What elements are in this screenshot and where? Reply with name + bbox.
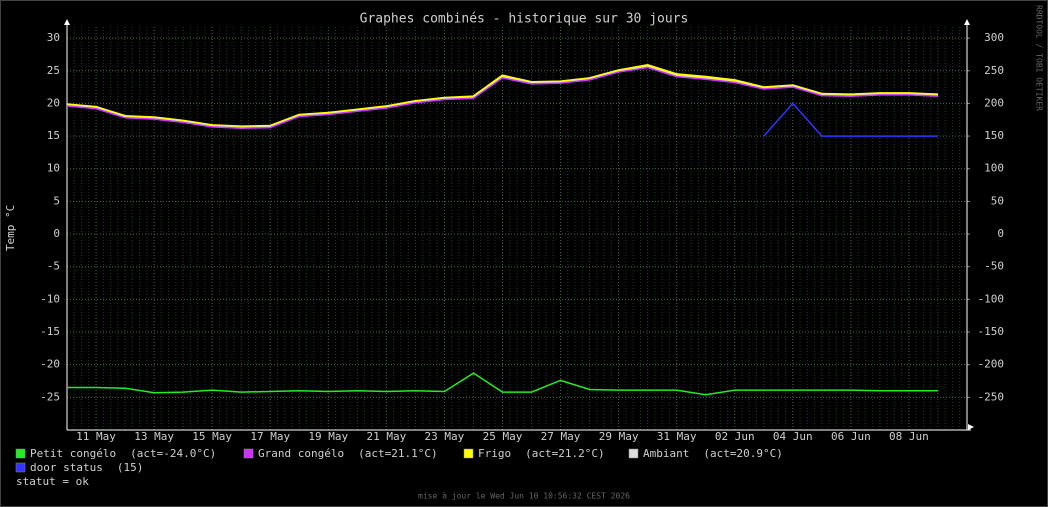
y2-tick-label: 250 xyxy=(984,64,1004,77)
series xyxy=(763,102,938,137)
y2-tick-label: 150 xyxy=(984,129,1004,142)
y2-tick-label: 50 xyxy=(991,194,1004,207)
series xyxy=(67,372,938,396)
y-tick-label: -20 xyxy=(40,358,60,371)
legend-label: Frigo xyxy=(478,447,511,460)
y2-tick-label: 200 xyxy=(984,96,1004,109)
legend-note: (act=20.9°C) xyxy=(703,447,782,460)
x-tick-label: 19 May xyxy=(308,430,348,443)
side-text: RRDTOOL / TOBI OETIKER xyxy=(1035,5,1044,111)
y-tick-label: -25 xyxy=(40,390,60,403)
legend-swatch xyxy=(243,448,254,459)
x-tick-label: 21 May xyxy=(366,430,406,443)
line xyxy=(67,372,938,396)
x-tick-label: 08 Jun xyxy=(889,430,929,443)
y-tick-label: -15 xyxy=(40,325,60,338)
y-tick-label: -5 xyxy=(47,260,60,273)
legend-label: Petit congélo xyxy=(30,447,116,460)
x-tick-label: 23 May xyxy=(425,430,465,443)
y-tick-label: 25 xyxy=(47,64,60,77)
line xyxy=(66,66,939,129)
y2-tick-label: -250 xyxy=(978,390,1005,403)
legend-note: (15) xyxy=(117,461,144,474)
legend-note: (act=-24.0°C) xyxy=(130,447,216,460)
x-tick-label: 17 May xyxy=(250,430,290,443)
x-tick-label: 27 May xyxy=(541,430,581,443)
x-tick-label: 31 May xyxy=(657,430,697,443)
x-tick-label: 04 Jun xyxy=(773,430,813,443)
line xyxy=(763,102,938,137)
y-tick-label: 10 xyxy=(47,162,60,175)
legend-note: (act=21.2°C) xyxy=(525,447,604,460)
x-tick-label: 06 Jun xyxy=(831,430,871,443)
axis-arrow xyxy=(964,19,970,25)
x-tick-label: 11 May xyxy=(76,430,116,443)
legend-swatch xyxy=(15,448,26,459)
legend-label: door status xyxy=(30,461,103,474)
series xyxy=(66,66,939,129)
status: statut = ok xyxy=(16,475,89,488)
legend-label: Ambiant xyxy=(643,447,689,460)
chart-title: Graphes combinés - historique sur 30 jou… xyxy=(360,12,689,27)
x-tick-label: 15 May xyxy=(192,430,232,443)
legend-swatch xyxy=(15,462,26,473)
y-tick-label: 30 xyxy=(47,31,60,44)
footer: mise à jour le Wed Jun 10 10:56:32 CEST … xyxy=(418,492,630,501)
y2-tick-label: -150 xyxy=(978,325,1005,338)
legend-swatch xyxy=(463,448,474,459)
y2-tick-label: 100 xyxy=(984,162,1004,175)
y2-tick-label: 300 xyxy=(984,31,1004,44)
y2-tick-label: -100 xyxy=(978,292,1005,305)
y-axis-label: Temp °C xyxy=(4,205,17,251)
x-tick-label: 25 May xyxy=(483,430,523,443)
legend-label: Grand congélo xyxy=(258,447,344,460)
y2-tick-label: -50 xyxy=(984,260,1004,273)
y-tick-label: 15 xyxy=(47,129,60,142)
axis-arrow xyxy=(64,19,70,25)
y-tick-label: 5 xyxy=(53,194,60,207)
y-tick-label: 20 xyxy=(47,96,60,109)
y2-tick-label: -200 xyxy=(978,358,1005,371)
legend-swatch xyxy=(628,448,639,459)
x-tick-label: 29 May xyxy=(599,430,639,443)
y-tick-label: -10 xyxy=(40,292,60,305)
x-tick-label: 13 May xyxy=(134,430,174,443)
x-tick-label: 02 Jun xyxy=(715,430,755,443)
axis-arrow xyxy=(968,424,974,430)
y2-tick-label: 0 xyxy=(997,227,1004,240)
legend-note: (act=21.1°C) xyxy=(358,447,437,460)
y-tick-label: 0 xyxy=(53,227,60,240)
